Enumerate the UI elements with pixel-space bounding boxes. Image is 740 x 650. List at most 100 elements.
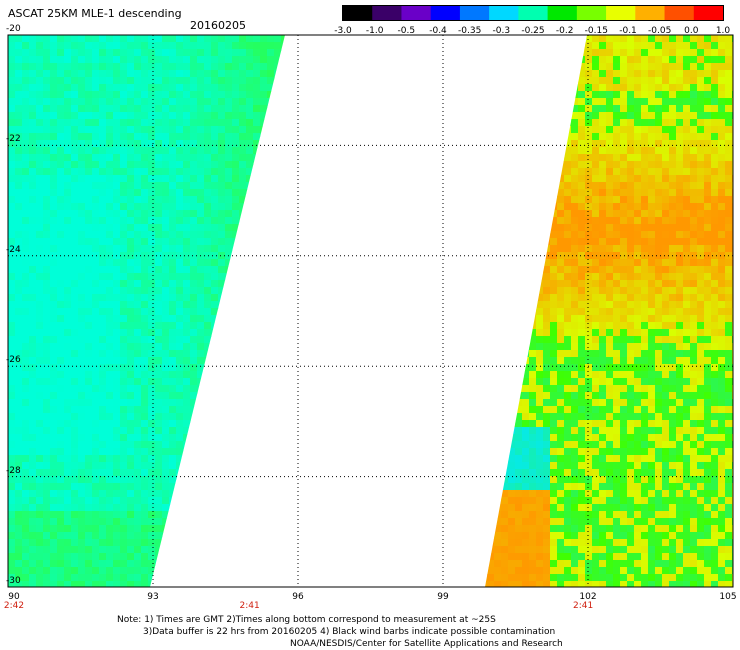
swath-cell bbox=[260, 217, 268, 225]
swath-cell bbox=[176, 455, 184, 463]
swath-cell bbox=[176, 91, 184, 99]
swath-cell bbox=[620, 105, 628, 113]
swath-cell bbox=[613, 42, 621, 50]
swath-cell bbox=[29, 476, 37, 484]
swath-cell bbox=[197, 91, 205, 99]
swath-cell bbox=[529, 49, 537, 57]
swath-cell bbox=[169, 406, 177, 414]
swath-cell bbox=[148, 126, 156, 134]
swath-cell bbox=[585, 301, 593, 309]
swath-cell bbox=[501, 308, 509, 316]
swath-cell bbox=[669, 77, 677, 85]
swath-cell bbox=[246, 546, 254, 554]
swath-cell bbox=[232, 175, 240, 183]
swath-cell bbox=[211, 175, 219, 183]
swath-cell bbox=[543, 259, 551, 267]
swath-cell bbox=[92, 385, 100, 393]
swath-cell bbox=[487, 133, 495, 141]
swath-cell bbox=[22, 70, 30, 78]
swath-cell bbox=[162, 56, 170, 64]
swath-cell bbox=[529, 224, 537, 232]
swath-cell bbox=[564, 112, 572, 120]
swath-cell bbox=[697, 35, 705, 43]
swath-cell bbox=[36, 196, 44, 204]
swath-cell bbox=[64, 49, 72, 57]
swath-cell bbox=[690, 105, 698, 113]
swath-cell bbox=[162, 385, 170, 393]
swath-cell bbox=[239, 406, 247, 414]
swath-cell bbox=[536, 119, 544, 127]
swath-cell bbox=[43, 532, 51, 540]
swath-cell bbox=[183, 308, 191, 316]
swath-cell bbox=[204, 483, 212, 491]
swath-cell bbox=[211, 231, 219, 239]
swath-cell bbox=[176, 350, 184, 358]
swath-cell bbox=[78, 98, 86, 106]
swath-cell bbox=[543, 343, 551, 351]
swath-cell bbox=[169, 350, 177, 358]
swath-cell bbox=[253, 294, 261, 302]
swath-cell bbox=[246, 378, 254, 386]
swath-cell bbox=[494, 56, 502, 64]
swath-cell bbox=[113, 567, 121, 575]
swath-cell bbox=[281, 441, 285, 449]
swath-cell bbox=[487, 196, 495, 204]
swath-cell bbox=[127, 98, 135, 106]
swath-cell bbox=[218, 196, 226, 204]
swath-cell bbox=[281, 245, 285, 253]
swath-cell bbox=[634, 112, 642, 120]
swath-cell bbox=[246, 77, 254, 85]
swath-cell bbox=[36, 203, 44, 211]
swath-cell bbox=[190, 112, 198, 120]
swath-cell bbox=[697, 140, 705, 148]
swath-cell bbox=[50, 350, 58, 358]
swath-cell bbox=[246, 448, 254, 456]
swath-cell bbox=[676, 42, 684, 50]
swath-cell bbox=[529, 182, 537, 190]
swath-cell bbox=[183, 147, 191, 155]
swath-cell bbox=[267, 266, 275, 274]
swath-cell bbox=[134, 119, 142, 127]
swath-cell bbox=[260, 238, 268, 246]
swath-cell bbox=[725, 238, 733, 246]
swath-cell bbox=[711, 133, 719, 141]
swath-cell bbox=[718, 154, 726, 162]
swath-cell bbox=[725, 175, 733, 183]
swath-cell bbox=[99, 91, 107, 99]
swath-cell bbox=[134, 469, 142, 477]
swath-cell bbox=[134, 385, 142, 393]
swath-cell bbox=[529, 280, 537, 288]
swath-cell bbox=[281, 315, 285, 323]
swath-cell bbox=[260, 287, 268, 295]
swath-cell bbox=[78, 357, 86, 365]
swath-cell bbox=[190, 105, 198, 113]
swath-cell bbox=[232, 420, 240, 428]
swath-cell bbox=[662, 231, 670, 239]
swath-cell bbox=[550, 56, 558, 64]
swath-cell bbox=[43, 98, 51, 106]
swath-cell bbox=[697, 224, 705, 232]
swath-cell bbox=[8, 245, 16, 253]
swath-cell bbox=[71, 434, 79, 442]
swath-cell bbox=[501, 140, 509, 148]
swath-cell bbox=[281, 504, 285, 512]
swath-cell bbox=[613, 196, 621, 204]
swath-cell bbox=[592, 329, 600, 337]
swath-cell bbox=[155, 539, 163, 547]
swath-cell bbox=[148, 406, 156, 414]
swath-cell bbox=[162, 238, 170, 246]
swath-cell bbox=[543, 168, 551, 176]
swath-cell bbox=[274, 259, 282, 267]
swath-cell bbox=[606, 203, 614, 211]
swath-cell bbox=[564, 259, 572, 267]
swath-cell bbox=[239, 49, 247, 57]
swath-cell bbox=[232, 329, 240, 337]
swath-cell bbox=[71, 56, 79, 64]
swath-cell bbox=[676, 343, 684, 351]
swath-cell bbox=[655, 308, 663, 316]
swath-cell bbox=[281, 455, 285, 463]
swath-cell bbox=[288, 546, 295, 553]
swath-cell bbox=[246, 217, 254, 225]
swath-cell bbox=[57, 567, 65, 575]
swath-cell bbox=[585, 105, 593, 113]
